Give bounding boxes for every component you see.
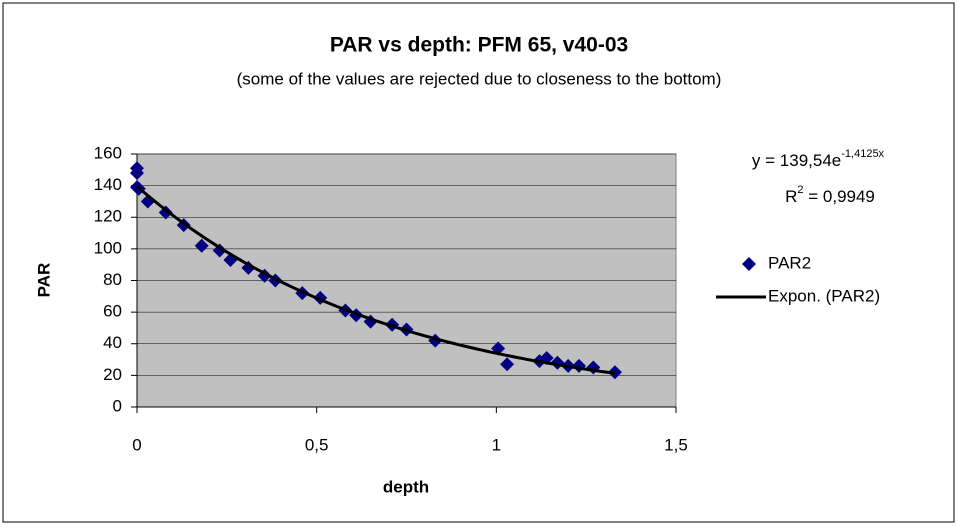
r-squared-exponent: 2 (797, 184, 803, 196)
data-point (194, 238, 209, 253)
y-tick-label: 120 (94, 207, 122, 226)
y-tick-label: 100 (94, 238, 122, 257)
y-tick-label: 160 (94, 143, 122, 162)
y-tick-label: 80 (103, 270, 122, 289)
legend-marker (742, 257, 756, 271)
trendline (136, 185, 616, 375)
chart-title: PAR vs depth: PFM 65, v40-03 (330, 34, 628, 57)
r-squared-rest: = 0,9949 (804, 187, 875, 206)
equation-text: y = 139,54e (752, 151, 841, 170)
x-tick-label: 0 (132, 435, 141, 454)
r-squared: R2 = 0,9949 (785, 184, 875, 207)
legend-label: PAR2 (768, 253, 811, 272)
y-tick-label: 60 (103, 302, 122, 321)
legend-label: Expon. (PAR2) (768, 286, 880, 305)
chart-subtitle: (some of the values are rejected due to … (237, 69, 722, 88)
data-point (241, 260, 256, 275)
trend-equation: y = 139,54e-1,4125x (752, 148, 885, 171)
y-tick-label: 140 (94, 175, 122, 194)
y-tick-label: 0 (113, 396, 122, 415)
x-tick-label: 0,5 (305, 435, 329, 454)
data-point (500, 357, 515, 372)
r-squared-text: R (785, 187, 797, 206)
x-axis-label: depth (383, 477, 429, 496)
y-axis-label: PAR (34, 263, 53, 298)
y-tick-label: 20 (103, 365, 122, 384)
equation-exponent: -1,4125x (841, 148, 884, 160)
x-tick-label: 1 (492, 435, 501, 454)
x-tick-label: 1,5 (664, 435, 688, 454)
data-point (130, 165, 144, 180)
y-tick-label: 40 (103, 333, 122, 352)
